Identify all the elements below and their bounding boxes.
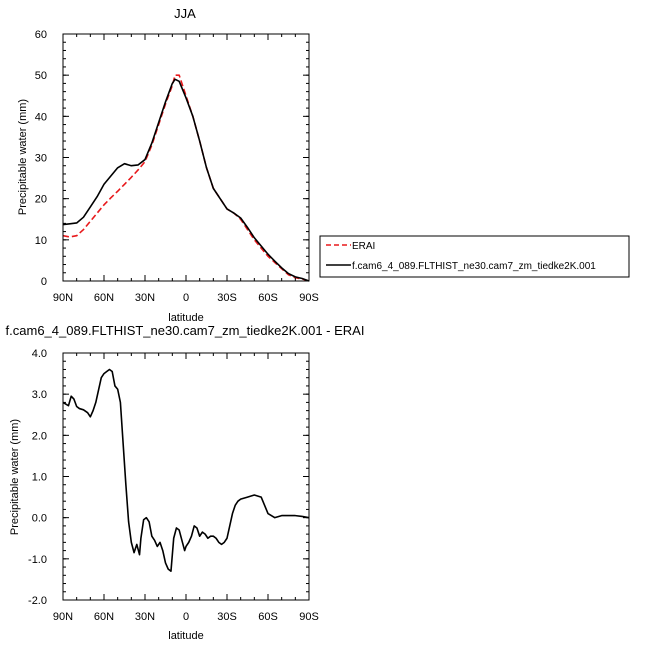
bottom-y-tick-label: 4.0 xyxy=(32,348,47,360)
legend-box xyxy=(319,235,630,278)
bottom-y-tick-label: 2.0 xyxy=(32,430,47,442)
bottom-x-tick-label: 30S xyxy=(217,611,237,623)
bottom-y-tick-label: -2.0 xyxy=(28,595,47,607)
top-x-axis-label: latitude xyxy=(168,312,203,324)
bottom-x-axis-label: latitude xyxy=(168,630,203,642)
bottom-x-tick-label: 90N xyxy=(53,611,73,623)
top-chart-title: JJA xyxy=(174,6,196,21)
bottom-y-tick-label: 1.0 xyxy=(32,472,47,484)
bottom-axes: 90N 60N 30N 0 30S 60S 90S -2.0 -1.0 0.0 1.0 2.0 3.0 4… xyxy=(28,348,319,623)
top-x-tick-label: 0 xyxy=(183,292,189,304)
bottom-x-tick-label: 60S xyxy=(258,611,278,623)
top-x-tick-label: 60N xyxy=(94,292,114,304)
top-axes: 90N 60N 30N 0 30S 60S 90S 0 10 20 30 40 50 60 xyxy=(35,29,319,304)
top-y-axis-label: Precipitable water (mm) xyxy=(17,99,29,215)
top-y-tick-label: 10 xyxy=(35,235,47,247)
top-x-tick-label: 90S xyxy=(299,292,319,304)
bottom-x-tick-label: 30N xyxy=(135,611,155,623)
bottom-y-tick-label: 3.0 xyxy=(32,389,47,401)
legend-model-label: f.cam6_4_089.FLTHIST_ne30.cam7_zm_tiedke… xyxy=(352,261,596,272)
bottom-x-tick-label: 90S xyxy=(299,611,319,623)
top-x-tick-label: 30N xyxy=(135,292,155,304)
bottom-y-axis-label: Precipitable water (mm) xyxy=(9,419,21,535)
top-plot-frame xyxy=(62,33,310,282)
top-x-tick-label: 90N xyxy=(53,292,73,304)
top-y-tick-label: 60 xyxy=(35,29,47,41)
bottom-y-tick-label: 0.0 xyxy=(32,513,47,525)
top-x-tick-label: 30S xyxy=(217,292,237,304)
top-y-tick-label: 0 xyxy=(41,276,47,288)
bottom-plot-frame xyxy=(62,352,310,601)
bottom-chart-title: f.cam6_4_089.FLTHIST_ne30.cam7_zm_tiedke… xyxy=(6,323,365,338)
bottom-x-tick-label: 60N xyxy=(94,611,114,623)
bottom-series-line-0 xyxy=(62,368,310,572)
top-y-tick-label: 40 xyxy=(35,111,47,123)
top-series-group xyxy=(62,74,310,282)
top-y-tick-label: 50 xyxy=(35,70,47,82)
top-y-tick-label: 30 xyxy=(35,153,47,165)
legend-erai-label: ERAI xyxy=(352,241,375,252)
bottom-series-group xyxy=(62,368,310,572)
bottom-y-tick-label: -1.0 xyxy=(28,554,47,566)
bottom-x-tick-label: 0 xyxy=(183,611,189,623)
top-y-tick-label: 20 xyxy=(35,194,47,206)
top-x-tick-label: 60S xyxy=(258,292,278,304)
top-series-line-0 xyxy=(62,74,310,282)
top-series-line-1 xyxy=(62,78,310,282)
